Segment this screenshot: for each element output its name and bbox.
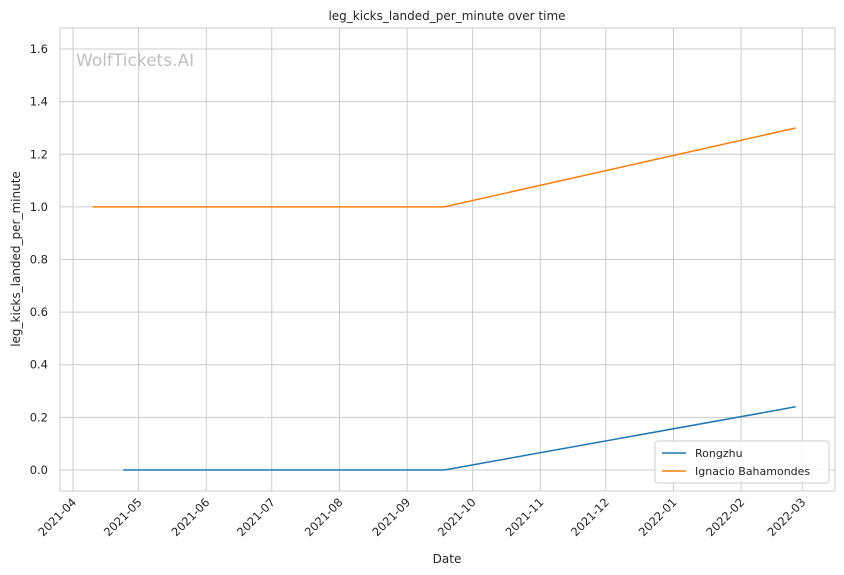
- y-tick-label: 0.4: [30, 358, 48, 372]
- x-axis-title: Date: [433, 552, 462, 566]
- grid-lines: [60, 28, 835, 491]
- y-tick-label: 0.0: [30, 463, 48, 477]
- y-tick-labels: 0.0 0.2 0.4 0.6 0.8 1.0 1.2 1.4 1.6: [30, 42, 48, 477]
- y-tick-label: 0.2: [30, 410, 48, 424]
- x-tick-label: 2021-10: [435, 495, 479, 539]
- x-tick-label: 2021-07: [234, 495, 278, 539]
- x-tick-labels: 2021-04 2021-05 2021-06 2021-07 2021-08 2021-…: [35, 495, 808, 539]
- y-tick-label: 0.6: [30, 305, 48, 319]
- chart-title: leg_kicks_landed_per_minute over time: [328, 9, 565, 23]
- x-tick-label: 2021-08: [302, 495, 346, 539]
- watermark-text: WolfTickets.AI: [76, 51, 194, 71]
- legend-box: [654, 440, 830, 484]
- y-tick-label: 1.2: [30, 147, 48, 161]
- legend: Rongzhu Ignacio Bahamondes: [654, 440, 830, 484]
- y-tick-label: 1.6: [30, 42, 48, 56]
- y-tick-label: 1.0: [30, 200, 48, 214]
- y-tick-label: 0.8: [30, 253, 48, 267]
- x-tick-label: 2022-02: [703, 495, 747, 539]
- x-tick-label: 2022-01: [636, 495, 680, 539]
- x-tick-label: 2021-05: [101, 495, 145, 539]
- x-tick-label: 2021-12: [568, 495, 612, 539]
- x-tick-label: 2021-06: [169, 495, 213, 539]
- series-line-rongzhu: [123, 406, 796, 471]
- legend-label-ignacio-bahamondes: Ignacio Bahamondes: [695, 465, 810, 478]
- series-lines: [92, 127, 796, 471]
- x-tick-label: 2021-09: [369, 495, 413, 539]
- x-tick-label: 2022-03: [764, 495, 808, 539]
- legend-label-rongzhu: Rongzhu: [695, 447, 743, 460]
- series-line-ignacio-bahamondes: [92, 127, 796, 208]
- x-tick-label: 2021-11: [503, 495, 547, 539]
- x-tick-label: 2021-04: [35, 495, 79, 539]
- plot-frame: [59, 27, 836, 492]
- y-tick-label: 1.4: [30, 95, 48, 109]
- y-axis-title: leg_kicks_landed_per_minute: [9, 171, 23, 347]
